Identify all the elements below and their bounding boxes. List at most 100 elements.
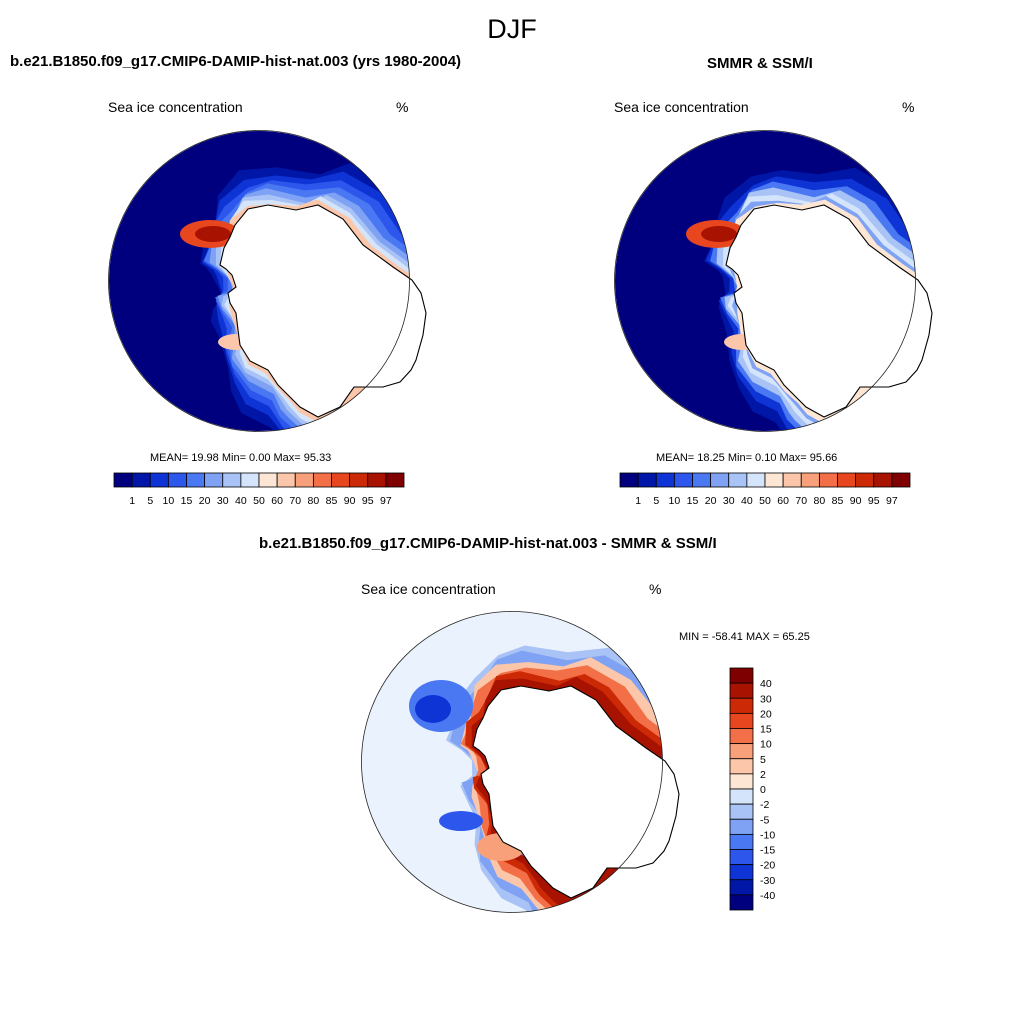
colorbar-tick-label: 20 (705, 495, 717, 507)
colorbar-swatch (729, 697, 754, 714)
colorbar-tick-label: 40 (235, 495, 247, 507)
antarctica-coastline (219, 204, 427, 418)
colorbar-swatch (637, 472, 657, 488)
obs-colorbar: 1 5 10 15 20 30 40 50 60 70 80 85 90 95 97 (619, 472, 911, 507)
colorbar-swatch (149, 472, 169, 488)
colorbar-tick-label: -30 (760, 875, 775, 887)
obs-panel-title: SMMR & SSM/I (707, 55, 813, 72)
colorbar-swatch (782, 472, 802, 488)
colorbar-swatch (204, 472, 224, 488)
colorbar-swatch (818, 472, 838, 488)
colorbar-tick-label: 90 (850, 495, 862, 507)
map-boundary-circle (108, 130, 410, 432)
colorbar-swatch (729, 682, 754, 699)
colorbar-swatch (655, 472, 675, 488)
colorbar-tick-label: 60 (777, 495, 789, 507)
colorbar-tick-label: -10 (760, 829, 775, 841)
colorbar-tick-label: 30 (723, 495, 735, 507)
colorbar-swatch (673, 472, 693, 488)
colorbar-tick-label: 97 (886, 495, 898, 507)
colorbar-tick-label: 5 (653, 495, 659, 507)
colorbar-swatch (619, 472, 639, 488)
colorbar-tick-label: 30 (217, 495, 229, 507)
colorbar-swatch (276, 472, 296, 488)
colorbar-swatch (729, 864, 754, 881)
colorbar-swatch (729, 849, 754, 866)
colorbar-tick-label: -20 (760, 860, 775, 872)
colorbar-swatch (764, 472, 784, 488)
diff-panel-title: b.e21.B1850.f09_g17.CMIP6-DAMIP-hist-nat… (259, 535, 717, 552)
diff-variable-label: Sea ice concentration (361, 581, 496, 597)
colorbar-swatch (240, 472, 260, 488)
colorbar-tick-label: 10 (163, 495, 175, 507)
colorbar-tick-label: 50 (759, 495, 771, 507)
colorbar-swatch (729, 773, 754, 790)
colorbar-tick-label: 1 (635, 495, 641, 507)
colorbar-tick-label: 90 (344, 495, 356, 507)
colorbar-swatch (294, 472, 314, 488)
colorbar-tick-label: 5 (147, 495, 153, 507)
map-boundary-circle (614, 130, 916, 432)
colorbar-tick-label: 10 (669, 495, 681, 507)
colorbar-tick-label: 85 (326, 495, 338, 507)
obs-stats: MEAN= 18.25 Min= 0.10 Max= 95.66 (656, 452, 838, 464)
model-stats: MEAN= 19.98 Min= 0.00 Max= 95.33 (150, 452, 332, 464)
amundsen-negative (439, 811, 483, 831)
colorbar-tick-label: 15 (760, 724, 772, 736)
colorbar-tick-label: -5 (760, 814, 769, 826)
obs-sea-ice-map (614, 130, 933, 432)
colorbar-tick-label: 80 (814, 495, 826, 507)
colorbar-tick-label: 20 (760, 708, 772, 720)
weddell-sea-core (195, 226, 231, 242)
antarctica-coastline (725, 204, 933, 418)
colorbar-tick-label: 40 (760, 678, 772, 690)
antarctica-coastline (472, 685, 680, 899)
colorbar-swatch (367, 472, 387, 488)
colorbar-tick-label: 30 (760, 693, 772, 705)
colorbar-tick-label: 10 (760, 739, 772, 751)
colorbar-swatch (729, 712, 754, 729)
colorbar-tick-label: 60 (271, 495, 283, 507)
colorbar-swatch (186, 472, 206, 488)
colorbar-swatch (729, 743, 754, 760)
colorbar-swatch (729, 833, 754, 850)
colorbar-swatch (855, 472, 875, 488)
colorbar-swatch (710, 472, 730, 488)
colorbar-tick-label: 1 (129, 495, 135, 507)
colorbar-swatch (729, 788, 754, 805)
colorbar-tick-label: -40 (760, 890, 775, 902)
colorbar-tick-label: 40 (741, 495, 753, 507)
model-units-label: % (396, 99, 409, 115)
colorbar-tick-label: 15 (181, 495, 193, 507)
colorbar-tick-label: 0 (760, 784, 766, 796)
colorbar-swatch (167, 472, 187, 488)
model-sea-ice-map (108, 130, 427, 432)
colorbar-tick-label: 50 (253, 495, 265, 507)
model-panel-title: b.e21.B1850.f09_g17.CMIP6-DAMIP-hist-nat… (10, 53, 462, 70)
colorbar-swatch (729, 728, 754, 745)
obs-units-label: % (902, 99, 915, 115)
colorbar-swatch (222, 472, 242, 488)
colorbar-swatch (131, 472, 151, 488)
colorbar-tick-label: -15 (760, 845, 775, 857)
colorbar-swatch (312, 472, 332, 488)
model-variable-label: Sea ice concentration (108, 99, 243, 115)
colorbar-tick-label: 97 (380, 495, 392, 507)
colorbar-swatch (837, 472, 857, 488)
weddell-negative-core (415, 695, 451, 723)
colorbar-swatch (729, 667, 754, 684)
colorbar-swatch (729, 879, 754, 896)
colorbar-tick-label: 95 (362, 495, 374, 507)
obs-variable-label: Sea ice concentration (614, 99, 749, 115)
colorbar-swatch (113, 472, 133, 488)
colorbar-swatch (729, 758, 754, 775)
colorbar-swatch (728, 472, 748, 488)
colorbar-swatch (729, 894, 754, 911)
colorbar-swatch (692, 472, 712, 488)
colorbar-swatch (331, 472, 351, 488)
colorbar-swatch (729, 818, 754, 835)
colorbar-swatch (385, 472, 405, 488)
colorbar-tick-label: -2 (760, 799, 769, 811)
colorbar-swatch (746, 472, 766, 488)
